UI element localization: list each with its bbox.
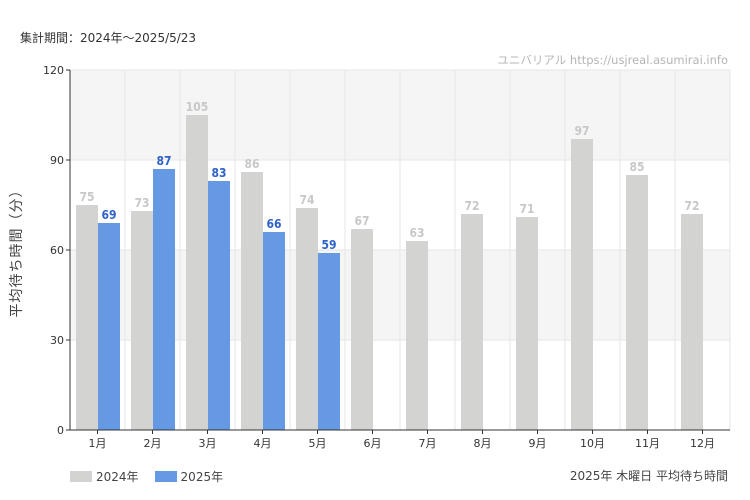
data-label-2024: 71 (519, 202, 534, 216)
data-label-2025: 83 (211, 166, 226, 180)
legend-label-2025: 2025年 (180, 470, 224, 484)
bar-2024 (681, 214, 703, 430)
bar-2025 (153, 169, 175, 430)
bar-2024 (186, 115, 208, 430)
data-label-2024: 105 (186, 100, 209, 114)
data-label-2025: 69 (101, 208, 116, 222)
x-tick-label: 10月 (580, 437, 605, 450)
y-tick-label: 30 (50, 334, 64, 347)
data-label-2024: 74 (299, 193, 315, 207)
bar-2024 (241, 172, 263, 430)
data-label-2024: 86 (244, 157, 259, 171)
bar-2025 (318, 253, 340, 430)
bar-2024 (351, 229, 373, 430)
bar-2025 (263, 232, 285, 430)
x-tick-label: 11月 (635, 437, 660, 450)
bar-2024 (626, 175, 648, 430)
collection-period: 集計期間：2024年～2025/5/23 (20, 31, 197, 45)
y-tick-label: 60 (50, 244, 64, 257)
data-label-2024: 85 (629, 160, 644, 174)
data-label-2024: 73 (134, 196, 149, 210)
x-tick-label: 6月 (364, 437, 382, 450)
bar-2025 (208, 181, 230, 430)
bar-2024 (461, 214, 483, 430)
legend-item-2025[interactable]: 2025年 (154, 468, 224, 485)
x-tick-label: 1月 (89, 437, 107, 450)
data-label-2025: 87 (156, 154, 171, 168)
site-credit: ユニバリアル https://usjreal.asumirai.info (497, 53, 728, 67)
bar-2024 (571, 139, 593, 430)
legend-item-2024[interactable]: 2024年 (70, 468, 139, 485)
x-tick-label: 3月 (199, 437, 217, 450)
legend-label-2024: 2024年 (96, 470, 139, 484)
data-label-2025: 66 (266, 217, 281, 231)
x-tick-label: 8月 (474, 437, 492, 450)
data-label-2024: 72 (464, 199, 479, 213)
legend-swatch-2024 (70, 471, 92, 482)
bar-2024 (76, 205, 98, 430)
bar-2024 (406, 241, 428, 430)
x-tick-label: 12月 (690, 437, 715, 450)
bar-2025 (98, 223, 120, 430)
chart-footnote: 2025年 木曜日 平均待ち時間 (569, 469, 728, 483)
data-label-2024: 67 (354, 214, 369, 228)
data-label-2024: 72 (684, 199, 699, 213)
x-tick-label: 7月 (419, 437, 437, 450)
legend-swatch-2025 (154, 471, 177, 482)
x-tick-label: 9月 (529, 437, 547, 450)
data-label-2025: 59 (321, 238, 336, 252)
y-tick-label: 120 (43, 64, 64, 77)
bar-2024 (131, 211, 153, 430)
y-tick-label: 0 (57, 424, 64, 437)
bar-2024 (516, 217, 538, 430)
x-tick-label: 2月 (144, 437, 162, 450)
y-tick-label: 90 (50, 154, 64, 167)
x-tick-label: 4月 (254, 437, 272, 450)
legend: 2024年 2025年 (70, 468, 239, 485)
data-label-2024: 63 (409, 226, 424, 240)
bar-2024 (296, 208, 318, 430)
x-tick-label: 5月 (309, 437, 327, 450)
data-label-2024: 97 (574, 124, 589, 138)
data-label-2024: 75 (79, 190, 94, 204)
